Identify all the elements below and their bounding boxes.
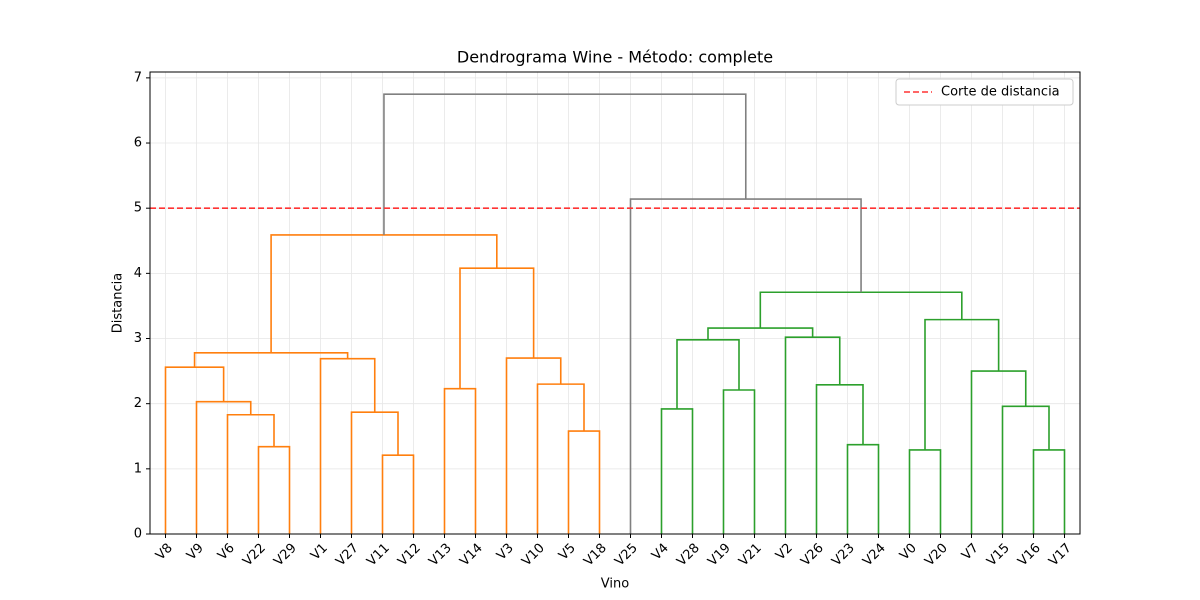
x-tick-label: V10 <box>519 541 548 570</box>
x-tick-label: V6 <box>215 541 238 564</box>
y-tick-label: 3 <box>134 331 142 346</box>
x-tick-label: V27 <box>333 541 362 570</box>
x-tick-label: V20 <box>922 541 951 570</box>
x-axis-label: Vino <box>601 577 629 592</box>
legend: Corte de distancia <box>895 78 1074 106</box>
x-tick-label: V22 <box>240 541 269 570</box>
dendrogram-link <box>660 408 694 534</box>
dendrogram-link <box>350 411 399 534</box>
x-tick-label: V4 <box>649 541 672 564</box>
x-tick-label: V14 <box>457 541 486 570</box>
dendrogram-link <box>567 430 601 534</box>
dendrogram-link <box>1032 449 1066 534</box>
dendrogram-link <box>193 352 349 368</box>
dendrogram-link <box>908 449 942 534</box>
y-tick-label: 1 <box>134 461 142 476</box>
x-tick-label: V9 <box>184 541 207 564</box>
y-tick-label: 7 <box>134 70 142 85</box>
dendrogram-link <box>383 93 747 235</box>
dendrogram-link <box>381 454 415 534</box>
y-tick-label: 2 <box>134 396 142 411</box>
dendrogram-link <box>846 443 880 534</box>
x-tick-label: V7 <box>959 541 982 564</box>
dendrogram-link <box>270 234 498 353</box>
dendrogram-link <box>195 400 252 534</box>
x-tick-label: V13 <box>426 541 455 570</box>
y-tick-label: 4 <box>134 266 142 281</box>
chart-title: Dendrograma Wine - Método: complete <box>457 48 773 67</box>
dendrogram-link <box>970 370 1027 534</box>
dendrogram-link <box>164 366 225 534</box>
x-tick-label: V1 <box>308 541 331 564</box>
x-tick-label: V3 <box>494 541 517 564</box>
x-tick-label: V19 <box>705 541 734 570</box>
dendrogram-link <box>1001 405 1050 534</box>
x-tick-label: V8 <box>153 541 176 564</box>
x-tick-label: V24 <box>860 541 889 570</box>
dendrogram-link <box>319 357 376 534</box>
dendrogram-link <box>676 339 740 409</box>
y-tick-label: 5 <box>134 201 142 216</box>
x-tick-label: V12 <box>395 541 424 570</box>
y-tick-label: 6 <box>134 136 142 151</box>
dendrogram-link <box>924 318 1000 450</box>
dendrogram-link <box>759 291 963 329</box>
x-tick-label: V18 <box>581 541 610 570</box>
dendrogram-link <box>815 383 864 534</box>
x-tick-label: V11 <box>364 541 393 570</box>
dendrogram-link <box>443 387 477 534</box>
x-tick-label: V0 <box>897 541 920 564</box>
dendrogram-link <box>459 267 535 389</box>
x-tick-label: V2 <box>773 541 796 564</box>
dendrogram-link <box>257 445 291 534</box>
x-tick-label: V25 <box>612 541 641 570</box>
x-tick-label: V23 <box>829 541 858 570</box>
x-tick-label: V17 <box>1046 541 1075 570</box>
dendrogram-link <box>226 413 275 534</box>
dendrogram-link <box>536 383 585 534</box>
x-tick-label: V29 <box>271 541 300 570</box>
x-tick-label: V16 <box>1015 541 1044 570</box>
x-tick-label: V21 <box>736 541 765 570</box>
y-tick-label: 0 <box>134 527 142 542</box>
x-tick-label: V5 <box>556 541 579 564</box>
dendrogram-link <box>784 336 841 534</box>
legend-label: Corte de distancia <box>941 85 1060 100</box>
legend-box <box>895 78 1074 106</box>
plot-frame <box>149 71 1081 535</box>
y-axis-label: Distancia <box>111 273 126 333</box>
x-tick-label: V28 <box>674 541 703 570</box>
x-tick-label: V15 <box>984 541 1013 570</box>
dendrogram-link <box>722 389 756 534</box>
dendrogram-link <box>629 198 862 534</box>
x-tick-label: V26 <box>798 541 827 570</box>
